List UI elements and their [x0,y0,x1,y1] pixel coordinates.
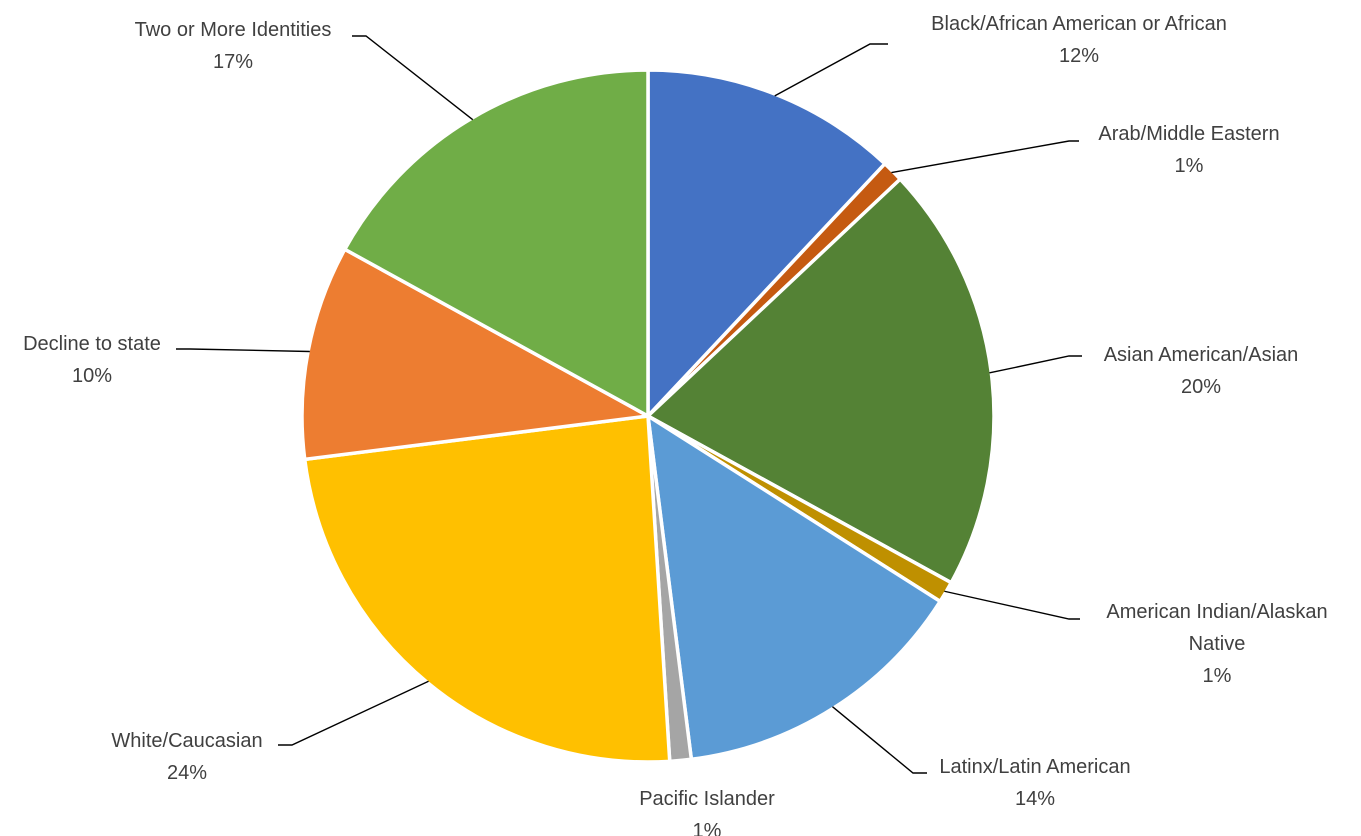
category-label: Decline to state [23,333,161,355]
category-label: Arab/Middle Eastern [1098,123,1279,145]
pie-slice-black-african-american-or-african [646,68,887,418]
value-label: 20% [1181,376,1221,398]
leader-line-two-or-more-identities [352,35,474,121]
value-label: 24% [167,762,207,784]
category-label: Black/African American or African [931,13,1227,35]
value-label: 1% [693,820,722,836]
leader-line-latinx-latin-american [832,706,927,774]
pie-slice-white-caucasian [302,414,672,764]
value-label: 1% [1175,155,1204,177]
value-label: 14% [1015,788,1055,810]
data-label-asian-american-asian: Asian American/Asian 20% [1104,344,1299,398]
leader-line-asian-american-asian [989,355,1082,374]
category-label: Pacific Islander [639,788,775,810]
slices [300,68,996,764]
category-label: White/Caucasian [111,730,262,752]
leader-lines [176,35,1082,774]
value-label: 17% [213,51,253,73]
data-label-american-indian-alaskan-native: American Indian/Alaskan Native 1% [1106,601,1327,687]
leader-line-decline-to-state [176,348,310,353]
leader-line-arab-middle-eastern [891,140,1079,174]
category-label: American Indian/Alaskan [1106,601,1327,623]
data-label-white-caucasian: White/Caucasian 24% [111,730,262,784]
value-label: 12% [1059,45,1099,67]
category-label: Two or More Identities [135,19,332,41]
data-label-decline-to-state: Decline to state 10% [23,333,161,387]
data-label-black-african-american-or-african: Black/African American or African 12% [931,13,1227,67]
category-label: Asian American/Asian [1104,344,1299,366]
data-label-latinx-latin-american: Latinx/Latin American 14% [939,756,1130,810]
category-label: Native [1189,633,1246,655]
data-label-arab-middle-eastern: Arab/Middle Eastern 1% [1098,123,1279,177]
data-labels: Black/African American or African 12% Arab… [23,13,1328,836]
value-label: 10% [72,365,112,387]
data-label-two-or-more-identities: Two or More Identities 17% [135,19,332,73]
category-label: Latinx/Latin American [939,756,1130,778]
leader-line-white-caucasian [278,680,429,746]
data-label-pacific-islander: Pacific Islander 1% [639,788,775,836]
leader-line-american-indian-alaskan-native [944,590,1080,620]
leader-line-black-african-american-or-african [774,43,888,97]
value-label: 1% [1203,665,1232,687]
